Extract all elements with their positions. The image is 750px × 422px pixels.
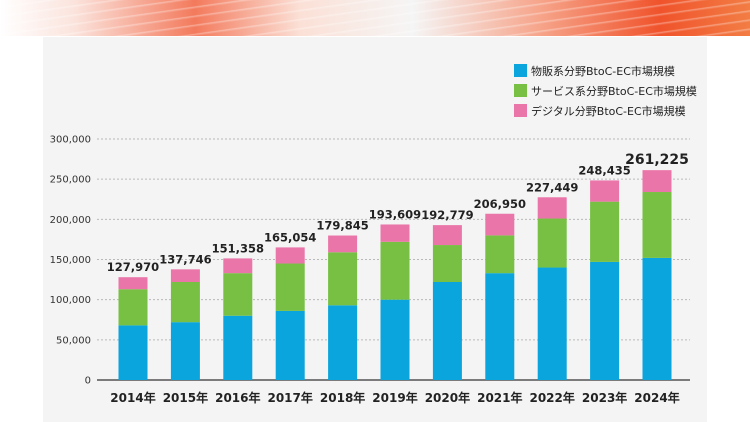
- bar-segment-2: [275, 263, 305, 311]
- y-tick-label: 50,000: [56, 335, 91, 346]
- total-label: 127,970: [107, 260, 159, 274]
- bar-segment-2: [432, 245, 462, 282]
- bar-segment-1: [485, 273, 515, 380]
- bar-segment-2: [537, 218, 567, 268]
- total-label: 193,609: [369, 207, 421, 221]
- x-tick-label: 2021年: [477, 390, 522, 405]
- bar-segment-3: [432, 225, 462, 246]
- y-tick-label: 150,000: [50, 255, 91, 266]
- bar-segment-2: [170, 281, 200, 323]
- bar-segment-2: [223, 273, 253, 316]
- bar-segment-1: [590, 261, 620, 380]
- x-tick-label: 2020年: [425, 390, 470, 405]
- bar-segment-3: [275, 247, 305, 264]
- bar-segment-2: [380, 241, 410, 300]
- bar-segment-3: [642, 170, 672, 193]
- x-tick-label: 2018年: [320, 390, 365, 405]
- y-tick-label: 250,000: [50, 175, 91, 186]
- legend-swatch-2: [514, 84, 527, 97]
- x-tick-label: 2024年: [634, 390, 679, 405]
- bar-segment-1: [223, 315, 253, 380]
- bar-segment-2: [328, 252, 358, 306]
- bar-segment-2: [118, 289, 148, 326]
- decorative-banner: [0, 0, 750, 36]
- bar-segment-2: [485, 235, 515, 274]
- bar-segment-3: [590, 180, 620, 202]
- total-label: 192,779: [421, 208, 473, 222]
- x-tick-label: 2023年: [582, 390, 627, 405]
- total-label: 179,845: [316, 219, 368, 233]
- legend-swatch-1: [514, 64, 527, 77]
- bar-segment-3: [223, 258, 253, 274]
- bar-segment-1: [118, 325, 148, 380]
- bar-segment-1: [170, 322, 200, 380]
- bar-segment-1: [642, 257, 672, 380]
- bar-segment-2: [590, 201, 620, 262]
- total-label: 248,435: [578, 163, 630, 177]
- y-tick-label: 200,000: [50, 215, 91, 226]
- banner-stripes: [0, 0, 750, 36]
- bar-segment-3: [380, 224, 410, 242]
- y-tick-label: 300,000: [50, 135, 91, 146]
- legend-swatch-3: [514, 104, 527, 117]
- bar-segment-1: [275, 310, 305, 380]
- bar-segment-3: [485, 213, 515, 236]
- legend-label-3: デジタル分野BtoC-EC市場規模: [531, 104, 686, 118]
- x-tick-label: 2022年: [529, 390, 574, 405]
- bar-segment-1: [328, 305, 358, 380]
- x-tick-label: 2019年: [372, 390, 417, 405]
- y-tick-label: 100,000: [50, 295, 91, 306]
- total-label: 206,950: [474, 197, 526, 211]
- total-label: 151,358: [212, 241, 264, 255]
- total-label: 227,449: [526, 180, 578, 194]
- bar-segment-2: [642, 192, 672, 258]
- bar-segment-3: [118, 277, 148, 290]
- x-tick-label: 2015年: [163, 390, 208, 405]
- legend-label-1: 物販系分野BtoC-EC市場規模: [531, 64, 675, 78]
- x-tick-label: 2014年: [110, 390, 155, 405]
- x-tick-label: 2016年: [215, 390, 260, 405]
- bar-segment-3: [328, 235, 358, 253]
- bar-segment-1: [432, 281, 462, 380]
- legend-label-2: サービス系分野BtoC-EC市場規模: [531, 84, 697, 98]
- bar-segment-1: [537, 267, 567, 380]
- bar-segment-3: [170, 269, 200, 282]
- bar-segment-1: [380, 299, 410, 380]
- x-tick-label: 2017年: [267, 390, 312, 405]
- total-label: 261,225: [625, 152, 689, 168]
- total-label: 165,054: [264, 230, 316, 244]
- bar-segment-3: [537, 197, 567, 219]
- total-label: 137,746: [159, 252, 211, 266]
- y-tick-label: 0: [85, 376, 91, 387]
